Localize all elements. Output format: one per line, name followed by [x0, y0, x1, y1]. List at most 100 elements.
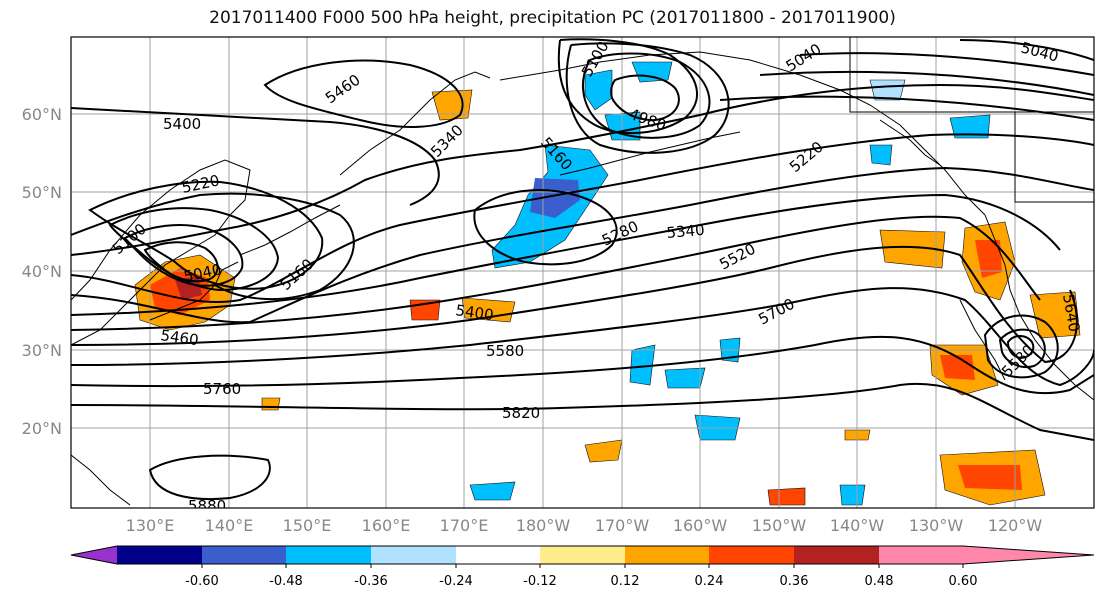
colorbar-segment — [963, 546, 1094, 564]
colorbar-tick-label: 0.36 — [780, 574, 809, 589]
lat-label: 30°N — [22, 341, 62, 360]
contour-label: 5160 — [277, 255, 317, 294]
precip-pos-south1 — [584, 439, 623, 463]
colorbar-tick-label: -0.36 — [354, 574, 388, 589]
contour-4980 — [610, 74, 680, 122]
contour-5400-nw — [71, 107, 440, 206]
contour-label: 5880 — [188, 497, 226, 515]
coast-bc-islands — [879, 119, 941, 166]
contour-5400 — [71, 133, 1094, 304]
colorbar-tick-label: 0.60 — [949, 574, 978, 589]
colorbar-segment — [709, 546, 794, 564]
lon-label: 140°E — [205, 516, 254, 535]
colorbar-segment — [371, 546, 456, 564]
contour-5220-ne — [719, 95, 1094, 121]
lon-label: 160°W — [673, 516, 728, 535]
contour-5820 — [71, 382, 1094, 441]
lon-label: 150°E — [283, 516, 332, 535]
lon-label: 180°W — [516, 516, 571, 535]
precip-neg-north2 — [631, 61, 673, 83]
lon-label: 130°W — [909, 516, 964, 535]
lon-label: 120°W — [988, 516, 1043, 535]
contour-label: 5400 — [454, 301, 494, 324]
precip-pos-south4 — [261, 397, 281, 411]
contour-5340 — [71, 83, 1094, 256]
colorbar-tick-label: -0.48 — [269, 574, 303, 589]
contour-label: 5820 — [502, 404, 540, 422]
lon-label: 160°E — [362, 516, 411, 535]
contour-5280 — [71, 192, 355, 300]
colorbar-tick-label: -0.60 — [185, 574, 219, 589]
precip-pos-kamchatka — [431, 89, 473, 121]
coast-kamchatka — [339, 71, 491, 176]
contour-label: 5460 — [322, 71, 364, 108]
contour-cutoff-1 — [983, 314, 1059, 379]
coast-baja — [959, 299, 1006, 381]
colorbar-segment — [794, 546, 879, 564]
contour-label: 5340 — [427, 121, 467, 161]
contour-label: 5220 — [786, 138, 827, 176]
height-contours — [71, 38, 1094, 501]
precipitation-shading — [134, 61, 1081, 506]
contour-5880 — [148, 454, 271, 501]
colorbar-tick-label: 0.24 — [695, 574, 724, 589]
colorbar-segment — [202, 546, 286, 564]
colorbar-tick-label: -0.24 — [439, 574, 473, 589]
contour-5700 — [71, 287, 1094, 387]
longitude-labels: 130°E 140°E 150°E 160°E 170°E 180°W 170°… — [126, 516, 1043, 535]
contour-label: 5700 — [755, 295, 797, 329]
contour-cutoff-2 — [998, 328, 1046, 368]
colorbar-segment — [879, 546, 963, 564]
lat-lon-grid — [71, 37, 1094, 508]
lat-label: 40°N — [22, 262, 62, 281]
precip-neg-s7 — [949, 114, 991, 139]
contour-5040-ne — [959, 39, 1094, 61]
lon-label: 130°E — [126, 516, 175, 535]
contour-5580 — [71, 215, 1041, 331]
contour-5220 — [88, 180, 324, 290]
contour-5460-ne — [263, 59, 464, 128]
precip-neg-s6 — [839, 484, 866, 506]
contour-5100-n — [565, 42, 730, 154]
contour-label: 5460 — [159, 326, 199, 349]
contour-5640 — [71, 245, 1078, 364]
contour-5160-ne — [759, 70, 1094, 96]
colorbar-tick-label: 0.48 — [865, 574, 894, 589]
lon-label: 170°E — [440, 516, 489, 535]
contour-5760 — [71, 335, 1094, 395]
contour-label: 5580 — [486, 342, 524, 360]
colorbar-segment — [540, 546, 625, 564]
colorbar-tick-label: -0.12 — [523, 574, 557, 589]
precip-pos-south2 — [767, 487, 806, 506]
contour-5040 — [143, 241, 219, 283]
lon-label: 150°W — [752, 516, 807, 535]
precip-neg-s8 — [869, 144, 893, 166]
contour-5160 — [108, 207, 280, 292]
precip-neg-s2 — [664, 367, 706, 389]
coast-asia — [71, 159, 251, 346]
precip-neg-north — [584, 69, 613, 111]
contour-label: 5280 — [599, 217, 641, 249]
lon-label: 140°W — [830, 516, 885, 535]
contour-label: 5040 — [1019, 38, 1061, 65]
precip-neg-s5 — [469, 481, 516, 501]
precip-pos-westcoast-core — [975, 240, 1002, 278]
colorbar-tick-label: 0.12 — [611, 574, 640, 589]
contour-label: 5400 — [163, 115, 201, 133]
colorbar-segment — [456, 546, 540, 564]
contour-5040-nw — [581, 52, 711, 139]
lon-label: 170°W — [595, 516, 650, 535]
contour-5460 — [71, 166, 1094, 324]
precip-pos-mexico-core — [958, 465, 1022, 490]
colorbar-segment — [71, 546, 117, 564]
colorbar-segment — [117, 546, 202, 564]
precip-neg-s1 — [629, 344, 656, 386]
contour-label: 5340 — [666, 221, 706, 242]
contour-cutoff-3 — [1006, 335, 1035, 360]
colorbar-outline — [70, 545, 1095, 565]
coast-kurils — [239, 204, 341, 256]
colorbar: -0.60 -0.48 -0.36 -0.24 -0.12 0.12 0.24 … — [70, 545, 1095, 589]
lat-label: 50°N — [22, 183, 62, 202]
contour-label: 5040 — [783, 40, 825, 76]
